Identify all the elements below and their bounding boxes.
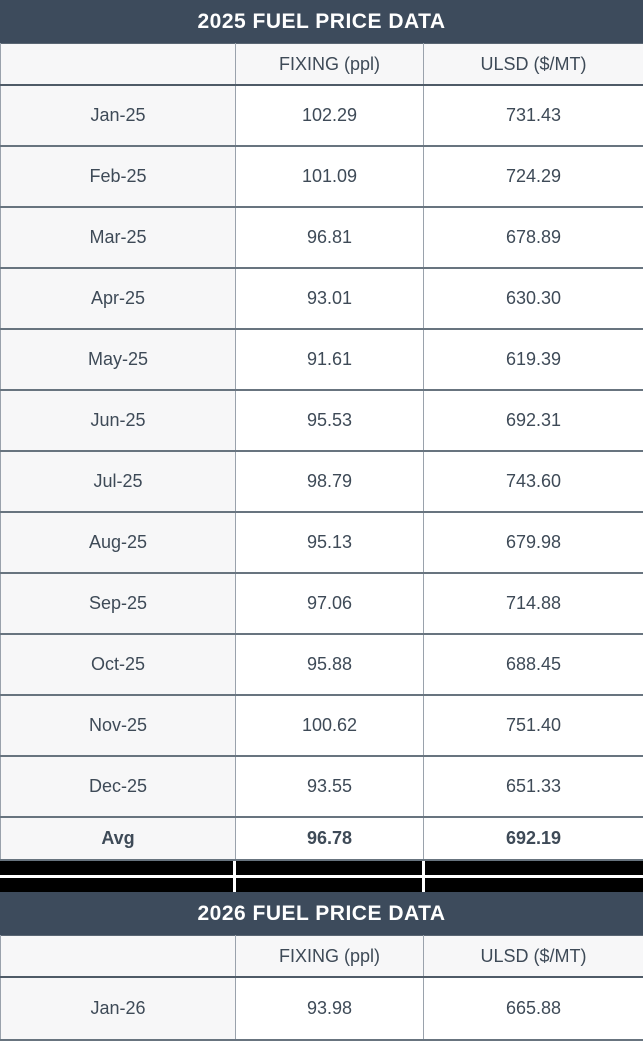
- ulsd-value-cell: 688.45: [424, 634, 643, 695]
- fixing-value-cell: 95.88: [236, 634, 424, 695]
- fixing-value-cell: 93.55: [236, 756, 424, 817]
- ulsd-value-cell: 714.88: [424, 573, 643, 634]
- month-cell: Feb-25: [1, 146, 236, 207]
- ulsd-value-cell: 731.43: [424, 85, 643, 146]
- month-cell: Oct-25: [1, 634, 236, 695]
- fixing-value-cell: 102.29: [236, 85, 424, 146]
- redacted-cell: [0, 861, 233, 875]
- ulsd-value-cell: 665.88: [424, 977, 643, 1040]
- redacted-cell: [425, 878, 643, 892]
- ulsd-value-cell: 679.98: [424, 512, 643, 573]
- month-cell: Jun-25: [1, 390, 236, 451]
- fixing-value-cell: 91.61: [236, 329, 424, 390]
- fixing-value-cell: 96.81: [236, 207, 424, 268]
- avg-label-cell: Avg: [1, 817, 236, 860]
- ulsd-value-cell: 619.39: [424, 329, 643, 390]
- redacted-cell: [236, 861, 422, 875]
- ulsd-value-cell: 692.31: [424, 390, 643, 451]
- month-cell: Aug-25: [1, 512, 236, 573]
- ulsd-value-cell: 724.29: [424, 146, 643, 207]
- ulsd-value-cell: 743.60: [424, 451, 643, 512]
- fixing-value-cell: 93.01: [236, 268, 424, 329]
- fixing-value-cell: 95.13: [236, 512, 424, 573]
- month-cell: Sep-25: [1, 573, 236, 634]
- table-title-2025: 2025 FUEL PRICE DATA: [0, 0, 643, 43]
- ulsd-column-header: ULSD ($/MT): [424, 936, 643, 978]
- table-title-2026: 2026 FUEL PRICE DATA: [0, 892, 643, 935]
- month-column-header: [1, 936, 236, 978]
- fixing-column-header: FIXING (ppl): [236, 936, 424, 978]
- fixing-value-cell: 95.53: [236, 390, 424, 451]
- month-cell: Jan-25: [1, 85, 236, 146]
- avg-ulsd-cell: 692.19: [424, 817, 643, 860]
- ulsd-column-header: ULSD ($/MT): [424, 44, 643, 86]
- redacted-cell: [236, 878, 422, 892]
- redacted-cell: [0, 878, 233, 892]
- ulsd-value-cell: 651.33: [424, 756, 643, 817]
- column-header-row: FIXING (ppl) ULSD ($/MT): [1, 936, 643, 978]
- month-cell: Jan-26: [1, 977, 236, 1040]
- fixing-value-cell: 100.62: [236, 695, 424, 756]
- column-header-row: FIXING (ppl) ULSD ($/MT): [1, 44, 643, 86]
- month-cell: Nov-25: [1, 695, 236, 756]
- avg-fixing-cell: 96.78: [236, 817, 424, 860]
- fixing-value-cell: 101.09: [236, 146, 424, 207]
- ulsd-value-cell: 678.89: [424, 207, 643, 268]
- fixing-column-header: FIXING (ppl): [236, 44, 424, 86]
- month-cell: Apr-25: [1, 268, 236, 329]
- fixing-value-cell: 97.06: [236, 573, 424, 634]
- month-cell: Mar-25: [1, 207, 236, 268]
- month-column-header: [1, 44, 236, 86]
- fixing-value-cell: 93.98: [236, 977, 424, 1040]
- redacted-band: [0, 861, 643, 892]
- fixing-value-cell: 98.79: [236, 451, 424, 512]
- month-cell: May-25: [1, 329, 236, 390]
- month-cell: Jul-25: [1, 451, 236, 512]
- ulsd-value-cell: 751.40: [424, 695, 643, 756]
- month-cell: Dec-25: [1, 756, 236, 817]
- redacted-cell: [425, 861, 643, 875]
- ulsd-value-cell: 630.30: [424, 268, 643, 329]
